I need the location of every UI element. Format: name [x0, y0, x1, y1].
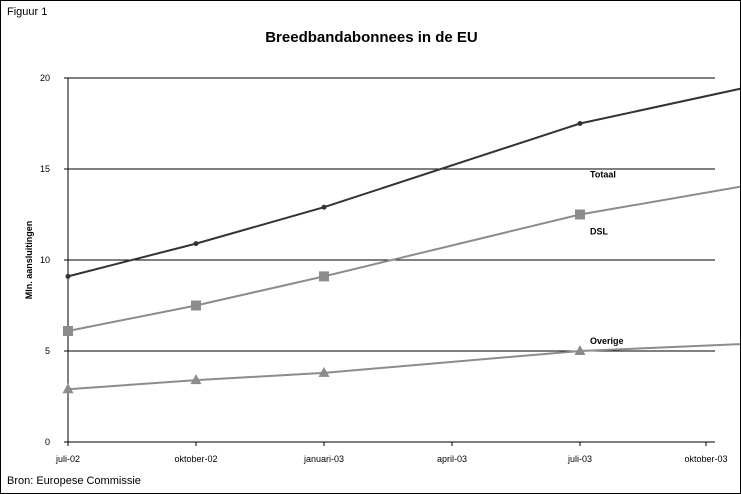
y-axis-title: Mln. aansluitingen [24, 221, 34, 300]
data-point-overige [574, 345, 586, 355]
y-tick-label: 15 [40, 164, 50, 174]
data-point-dsl [319, 271, 329, 282]
data-point-totaal [65, 273, 71, 279]
series-line-dsl [67, 185, 740, 332]
series-label-totaal: Totaal [590, 170, 616, 180]
x-tick-label: januari-03 [303, 454, 344, 464]
series-line-totaal [67, 87, 740, 278]
data-point-dsl [63, 325, 73, 336]
data-point-dsl [191, 300, 201, 311]
figure-label: Figuur 1 [7, 6, 48, 18]
x-tick-label: oktober-03 [684, 454, 727, 464]
x-tick-label: april-03 [437, 454, 467, 464]
data-point-overige [190, 374, 202, 385]
x-tick-label: oktober-02 [174, 454, 217, 464]
data-point-overige [318, 366, 330, 377]
y-tick-label: 20 [40, 73, 50, 83]
data-point-totaal [193, 241, 199, 247]
chart-title: Breedbandabonnees in de EU [265, 29, 478, 46]
source-note: Bron: Europese Commissie [7, 475, 141, 487]
x-tick-label: juli-03 [567, 454, 592, 464]
data-point-overige [62, 383, 74, 394]
data-point-totaal [321, 204, 327, 210]
series-label-overige: Overige [590, 336, 624, 346]
series-label-dsl: DSL [590, 227, 609, 237]
data-point-totaal [577, 121, 583, 126]
x-tick-label: juli-02 [55, 454, 80, 464]
y-tick-label: 5 [45, 346, 50, 356]
y-tick-label: 0 [45, 437, 50, 447]
data-point-dsl [575, 209, 585, 220]
y-tick-label: 10 [40, 255, 50, 265]
